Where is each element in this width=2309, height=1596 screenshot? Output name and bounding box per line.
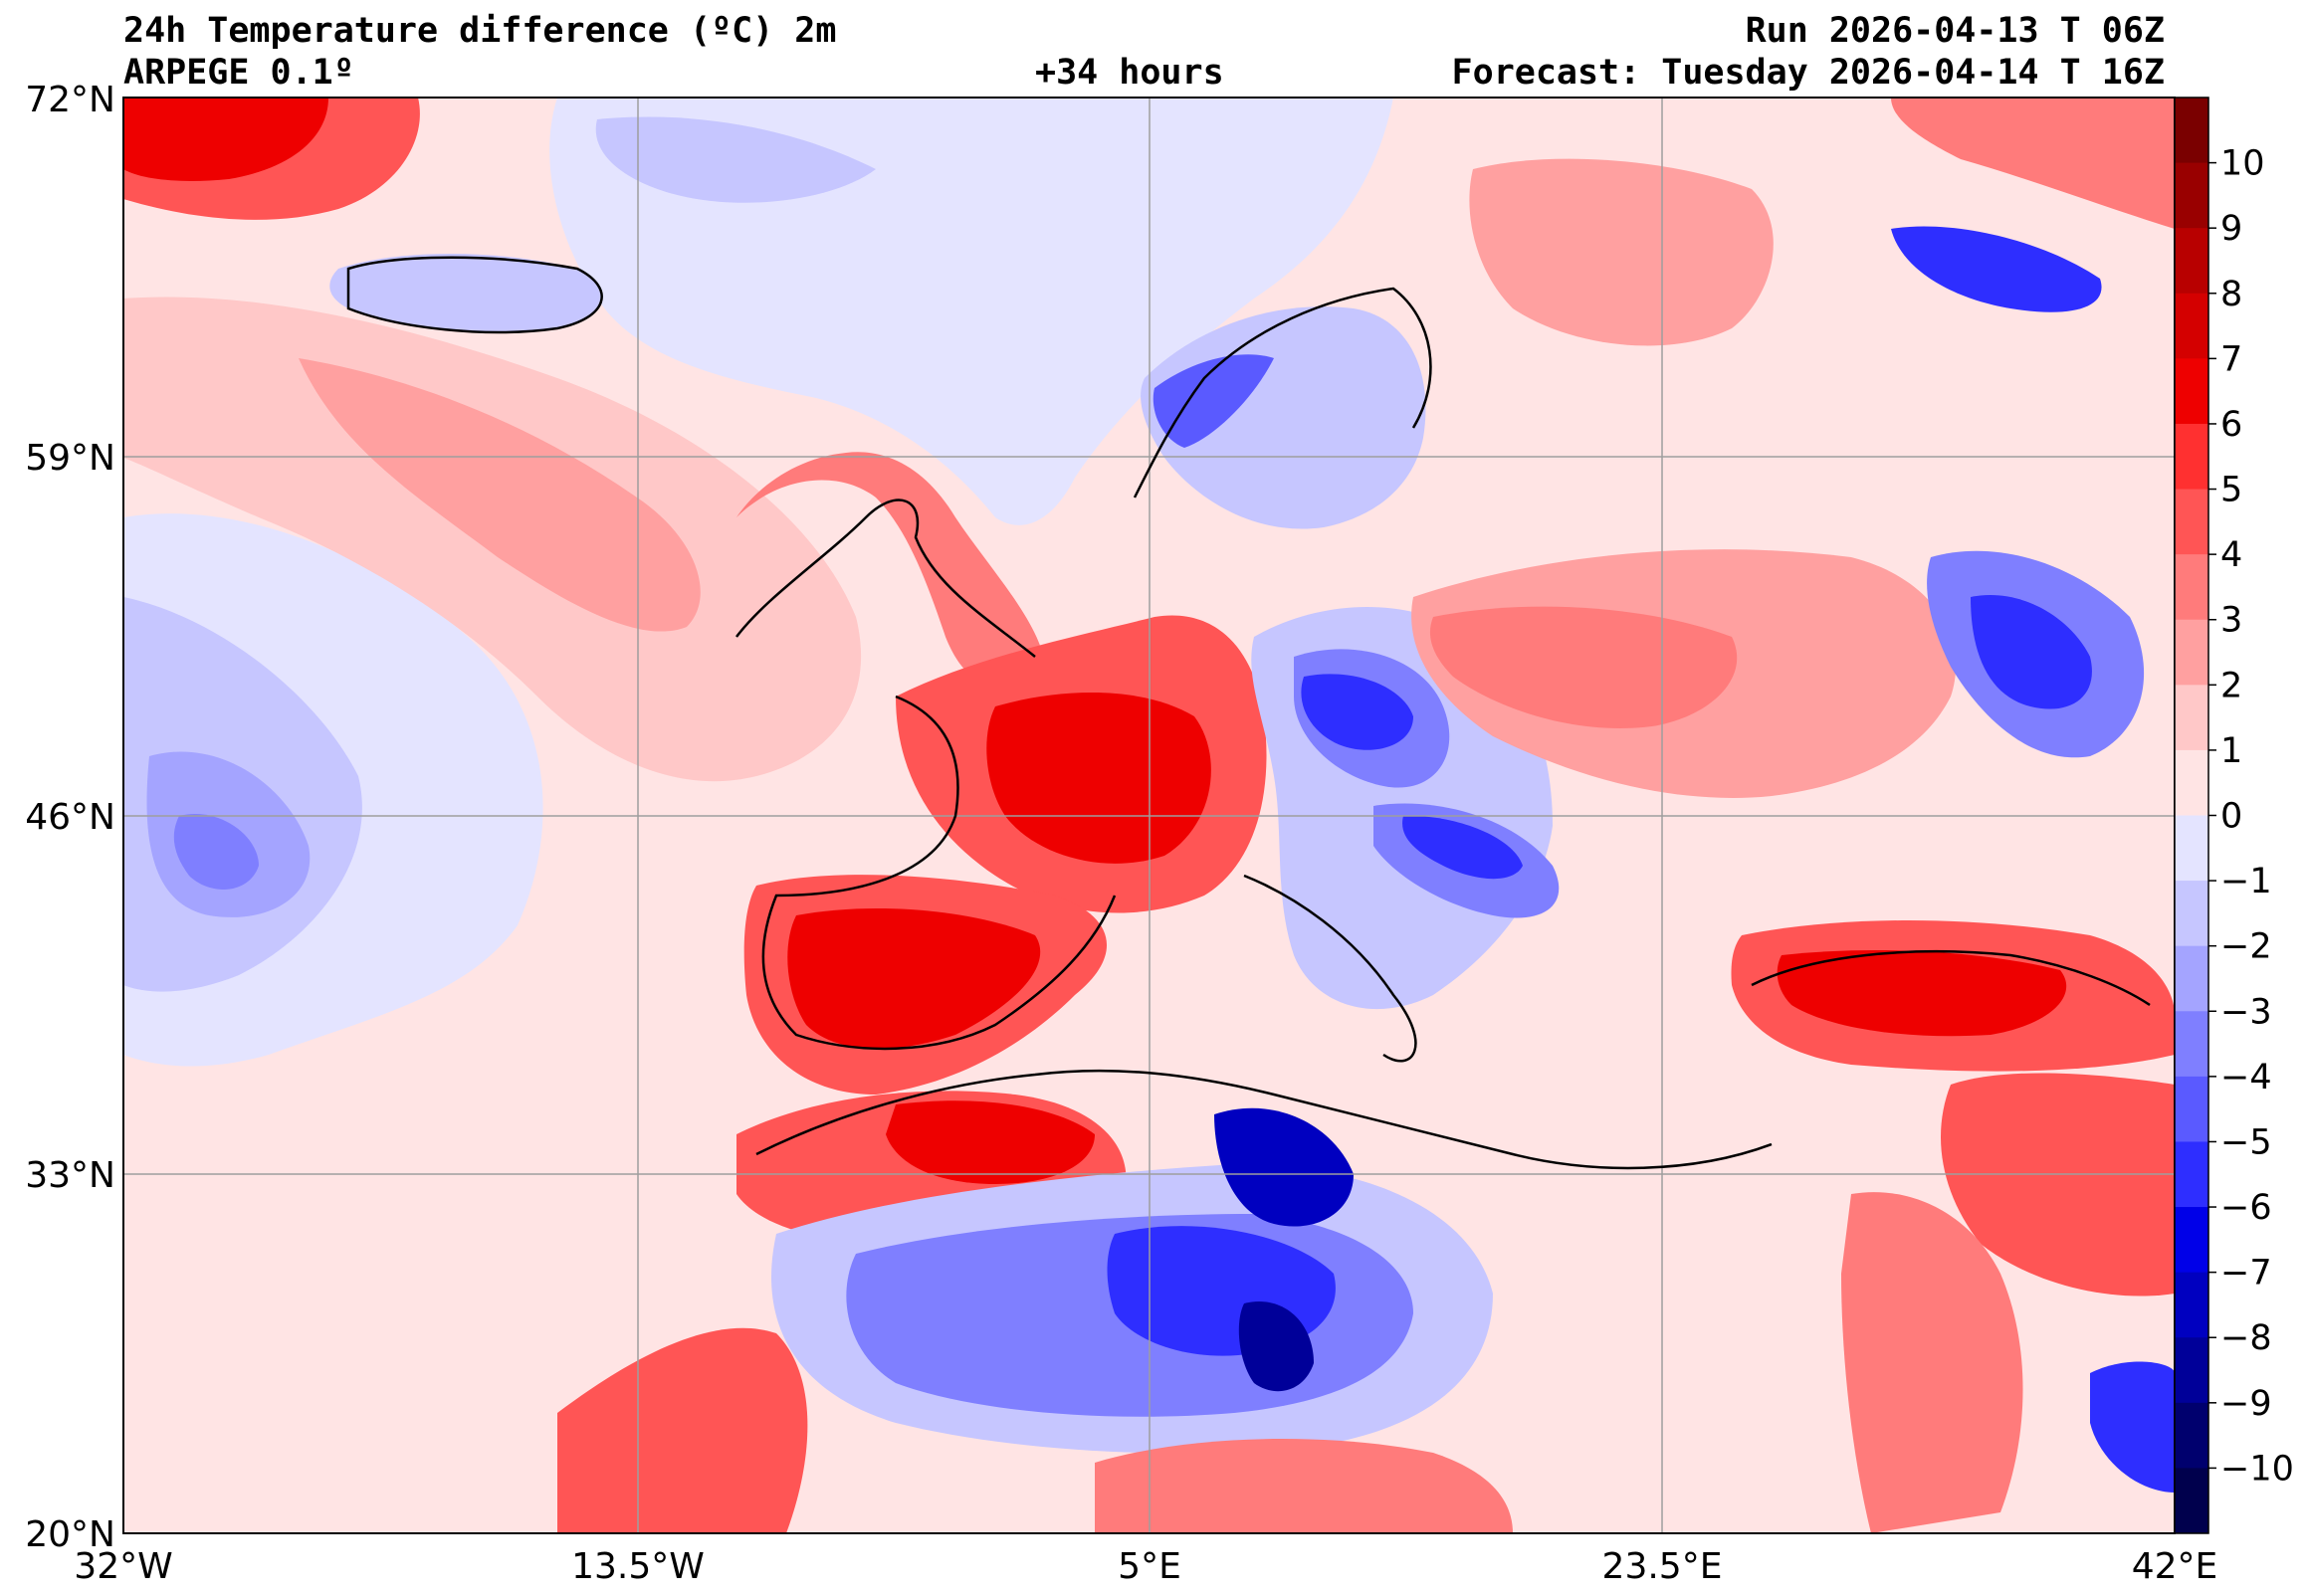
colorbar-label: 8 — [2220, 275, 2242, 314]
longitude-labels: 32°W 13.5°W 5°E 23.5°E 42°E — [74, 1546, 2217, 1587]
iberia-warm-core — [787, 907, 1041, 1049]
lat-label-46: 46°N — [25, 797, 115, 838]
egypt-warm — [1841, 1192, 2023, 1533]
lon-label-13-5w: 13.5°W — [571, 1546, 705, 1587]
colorbar-label: 10 — [2220, 144, 2265, 184]
colorbar-segment — [2175, 1207, 2208, 1274]
british-isles-warm — [736, 452, 1047, 691]
colorbar-label: −10 — [2220, 1449, 2294, 1489]
colorbar-label: 9 — [2220, 209, 2242, 249]
colorbar-segment — [2175, 98, 2208, 164]
map-title: 24h Temperature difference (ºC) 2m — [123, 11, 837, 51]
lon-label-23-5e: 23.5°E — [1602, 1546, 1723, 1587]
ocean-cooling-4 — [173, 814, 259, 890]
sahara-cooling-core — [1214, 1107, 1354, 1227]
colorbar-label: 4 — [2220, 535, 2242, 575]
colorbar-label: 5 — [2220, 471, 2242, 510]
sahel-warm — [1095, 1439, 1513, 1533]
west-africa-warm — [557, 1327, 808, 1533]
colorbar-label: −4 — [2220, 1058, 2272, 1097]
model-label: ARPEGE 0.1º — [123, 53, 354, 93]
colorbar-segment — [2175, 1272, 2208, 1338]
colorbar-segment — [2175, 749, 2208, 816]
colorbar-segment — [2175, 554, 2208, 621]
coastlines — [346, 256, 2151, 1170]
colorbar-segment — [2175, 1402, 2208, 1469]
turkey-warm-core — [1777, 950, 2067, 1037]
colorbar-label: −8 — [2220, 1318, 2272, 1358]
colorbar-label: 6 — [2220, 405, 2242, 445]
ocean-cooling-1 — [595, 116, 876, 203]
lat-label-20: 20°N — [25, 1514, 115, 1555]
morocco-warm-core — [886, 1100, 1095, 1184]
run-label: Run 2026-04-13 T 06Z — [1745, 11, 2165, 51]
colorbar-label: 2 — [2220, 666, 2242, 705]
colorbar-label: 7 — [2220, 339, 2242, 379]
colorbar-segment — [2175, 881, 2208, 947]
colorbar-label: −9 — [2220, 1384, 2272, 1424]
lon-label-5e: 5°E — [1118, 1546, 1181, 1587]
levant-warm — [1941, 1073, 2175, 1297]
colorbar-segment — [2175, 228, 2208, 295]
colorbar-segment — [2175, 1337, 2208, 1404]
lat-label-33: 33°N — [25, 1155, 115, 1196]
colorbar-label: −2 — [2220, 927, 2272, 967]
colorbar-segment — [2175, 685, 2208, 751]
colorbar-label: 3 — [2220, 601, 2242, 641]
colorbar-label: 1 — [2220, 731, 2242, 771]
arabia-cooling — [2090, 1361, 2175, 1493]
colorbar-segment — [2175, 619, 2208, 686]
france-warm-core-2 — [986, 693, 1211, 864]
colorbar-label: −5 — [2220, 1122, 2272, 1162]
colorbar-segment — [2175, 489, 2208, 555]
lon-label-32w: 32°W — [74, 1546, 172, 1587]
sahara-cooling-deep — [1238, 1301, 1314, 1392]
colorbar-segment — [2175, 293, 2208, 359]
eastern-europe-warm-2 — [1429, 606, 1738, 728]
iceland-cooling — [329, 254, 602, 332]
colorbar-segment — [2175, 1076, 2208, 1142]
colorbar-label: −6 — [2220, 1188, 2272, 1228]
lon-label-42e: 42°E — [2132, 1546, 2218, 1587]
atlantic-warm-band-2 — [299, 358, 701, 632]
colorbar-segment — [2175, 1011, 2208, 1078]
norway-cooling-core — [1153, 354, 1274, 448]
colorbar-segment — [2175, 1141, 2208, 1208]
colorbar-segment — [2175, 358, 2208, 425]
russia-cooling-core — [1971, 595, 2092, 709]
ocean-cooling-north — [549, 98, 1393, 525]
colorbar-segment — [2175, 423, 2208, 491]
finland-warm — [1469, 158, 1774, 346]
colorbar-label: −1 — [2220, 862, 2272, 901]
central-europe-cooling-core — [1301, 674, 1413, 750]
colorbar-label: −7 — [2220, 1254, 2272, 1294]
colorbar-label: 0 — [2220, 797, 2242, 837]
lat-label-72: 72°N — [25, 80, 115, 120]
arctic-warm — [1891, 98, 2175, 229]
latitude-labels: 72°N 59°N 46°N 33°N 20°N — [25, 80, 115, 1555]
colorbar-segment — [2175, 945, 2208, 1012]
lead-time-label: +34 hours — [1035, 53, 1224, 93]
greenland-warm-core — [123, 98, 328, 181]
balkan-cooling-core — [1402, 815, 1523, 880]
colorbar-label: −3 — [2220, 992, 2272, 1032]
lat-label-59: 59°N — [25, 438, 115, 479]
forecast-label: Forecast: Tuesday 2026-04-14 T 16Z — [1451, 53, 2165, 93]
colorbar-segment — [2175, 1468, 2208, 1534]
kola-cooling — [1891, 226, 2102, 312]
colorbar-segment — [2175, 162, 2208, 229]
graticule — [123, 98, 2175, 1533]
colorbar-segment — [2175, 815, 2208, 882]
